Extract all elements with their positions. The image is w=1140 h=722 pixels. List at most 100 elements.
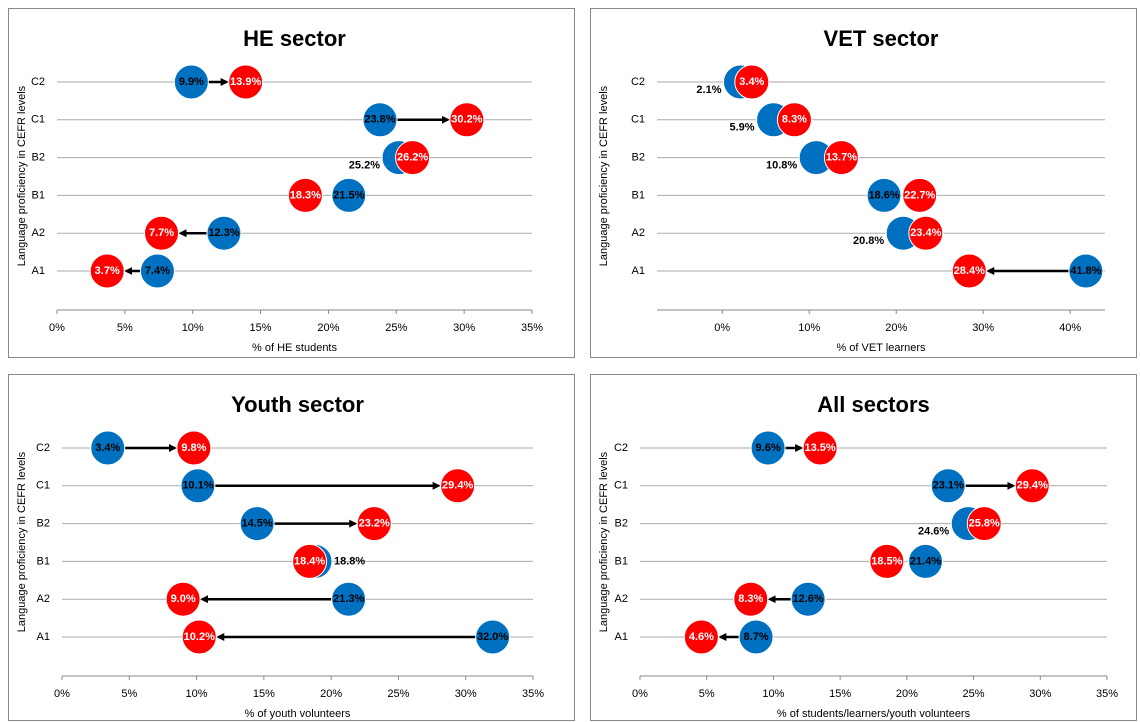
x-axis-label: % of youth volunteers xyxy=(245,708,351,720)
dot xyxy=(802,430,838,466)
data-label: 4.6% xyxy=(689,631,714,643)
data-label: 23.8% xyxy=(364,114,395,126)
y-tick-label: A1 xyxy=(32,265,45,277)
panel-border xyxy=(590,374,1137,721)
x-tick-label: 25% xyxy=(963,688,985,700)
y-tick-label: B1 xyxy=(37,555,50,567)
x-tick-label: 40% xyxy=(1059,322,1081,334)
dot xyxy=(165,581,201,617)
panel: VET sector Language proficiency in CEFR l… xyxy=(590,8,1137,358)
dot xyxy=(90,430,126,466)
dot xyxy=(331,177,367,213)
data-label: 10.2% xyxy=(184,631,215,643)
dot xyxy=(239,506,275,542)
x-tick-label: 35% xyxy=(522,688,544,700)
data-label: 41.8% xyxy=(1070,265,1101,277)
dot xyxy=(139,253,175,289)
y-tick-label: A1 xyxy=(615,631,628,643)
dot xyxy=(449,102,485,138)
data-label: 9.0% xyxy=(171,593,196,605)
data-label: 32.0% xyxy=(477,631,508,643)
dot xyxy=(1068,253,1104,289)
data-label: 22.7% xyxy=(904,189,935,201)
dot xyxy=(206,215,242,251)
y-tick-label: A1 xyxy=(37,631,50,643)
dot xyxy=(1014,468,1050,504)
y-tick-label: B2 xyxy=(632,152,645,164)
data-label: 23.1% xyxy=(933,480,964,492)
dot xyxy=(180,468,216,504)
data-label: 8.3% xyxy=(738,593,763,605)
dot xyxy=(750,430,786,466)
dot xyxy=(951,253,987,289)
x-tick-label: 5% xyxy=(699,688,715,700)
x-tick-label: 25% xyxy=(385,322,407,334)
x-tick-label: 20% xyxy=(320,688,342,700)
y-tick-label: B2 xyxy=(32,152,45,164)
data-label: 9.6% xyxy=(756,442,781,454)
dot xyxy=(144,215,179,251)
panel-title: VET sector xyxy=(824,26,939,51)
panel-border xyxy=(8,8,575,358)
x-axis-label: % of HE students xyxy=(252,342,337,354)
y-tick-label: B2 xyxy=(615,518,628,530)
panel-title: Youth sector xyxy=(231,392,364,417)
x-tick-label: 25% xyxy=(387,688,409,700)
dot xyxy=(866,177,902,213)
y-tick-label: C1 xyxy=(631,114,645,126)
dot xyxy=(89,253,125,289)
y-tick-label: C1 xyxy=(36,480,50,492)
x-tick-label: 30% xyxy=(1029,688,1051,700)
data-label: 18.8% xyxy=(334,555,365,567)
data-label: 2.1% xyxy=(696,84,721,96)
y-tick-label: C2 xyxy=(31,76,45,88)
x-tick-label: 35% xyxy=(1096,688,1118,700)
dot xyxy=(475,619,511,655)
dot xyxy=(287,177,323,213)
data-label: 23.4% xyxy=(910,227,941,239)
x-tick-label: 5% xyxy=(121,688,137,700)
y-tick-label: C1 xyxy=(31,114,45,126)
x-axis-label: % of VET learners xyxy=(836,342,926,354)
data-label: 29.4% xyxy=(442,480,473,492)
data-label: 9.8% xyxy=(181,442,206,454)
panel-title: HE sector xyxy=(243,26,346,51)
x-tick-label: 30% xyxy=(453,322,475,334)
data-label: 21.4% xyxy=(910,555,941,567)
data-label: 5.9% xyxy=(729,122,754,134)
data-label: 20.8% xyxy=(853,235,884,247)
dot xyxy=(683,619,719,655)
data-label: 24.6% xyxy=(918,526,949,538)
x-tick-label: 10% xyxy=(186,688,208,700)
dot xyxy=(908,215,944,251)
x-tick-label: 10% xyxy=(762,688,784,700)
x-tick-label: 15% xyxy=(253,688,275,700)
dot xyxy=(173,64,209,100)
data-label: 7.7% xyxy=(149,227,174,239)
x-tick-label: 10% xyxy=(182,322,204,334)
data-label: 30.2% xyxy=(451,114,482,126)
x-axis-label: % of students/learners/youth volunteers xyxy=(777,708,971,720)
data-label: 13.7% xyxy=(826,152,857,164)
panel-border xyxy=(590,8,1137,358)
data-label: 18.5% xyxy=(871,555,902,567)
data-label: 3.7% xyxy=(95,265,120,277)
x-tick-label: 35% xyxy=(521,322,543,334)
data-label: 8.7% xyxy=(744,631,769,643)
y-tick-label: C2 xyxy=(614,442,628,454)
x-tick-label: 30% xyxy=(455,688,477,700)
x-tick-label: 15% xyxy=(829,688,851,700)
x-tick-label: 0% xyxy=(49,322,65,334)
y-tick-label: A2 xyxy=(632,227,645,239)
dot xyxy=(733,581,769,617)
data-label: 7.4% xyxy=(145,265,170,277)
x-tick-label: 0% xyxy=(714,322,730,334)
x-tick-label: 10% xyxy=(798,322,820,334)
data-label: 14.5% xyxy=(242,518,273,530)
y-tick-label: A2 xyxy=(37,593,50,605)
data-label: 10.1% xyxy=(182,480,213,492)
dot xyxy=(292,543,328,579)
data-label: 12.6% xyxy=(793,593,824,605)
data-label: 28.4% xyxy=(954,265,985,277)
data-label: 26.2% xyxy=(397,152,428,164)
